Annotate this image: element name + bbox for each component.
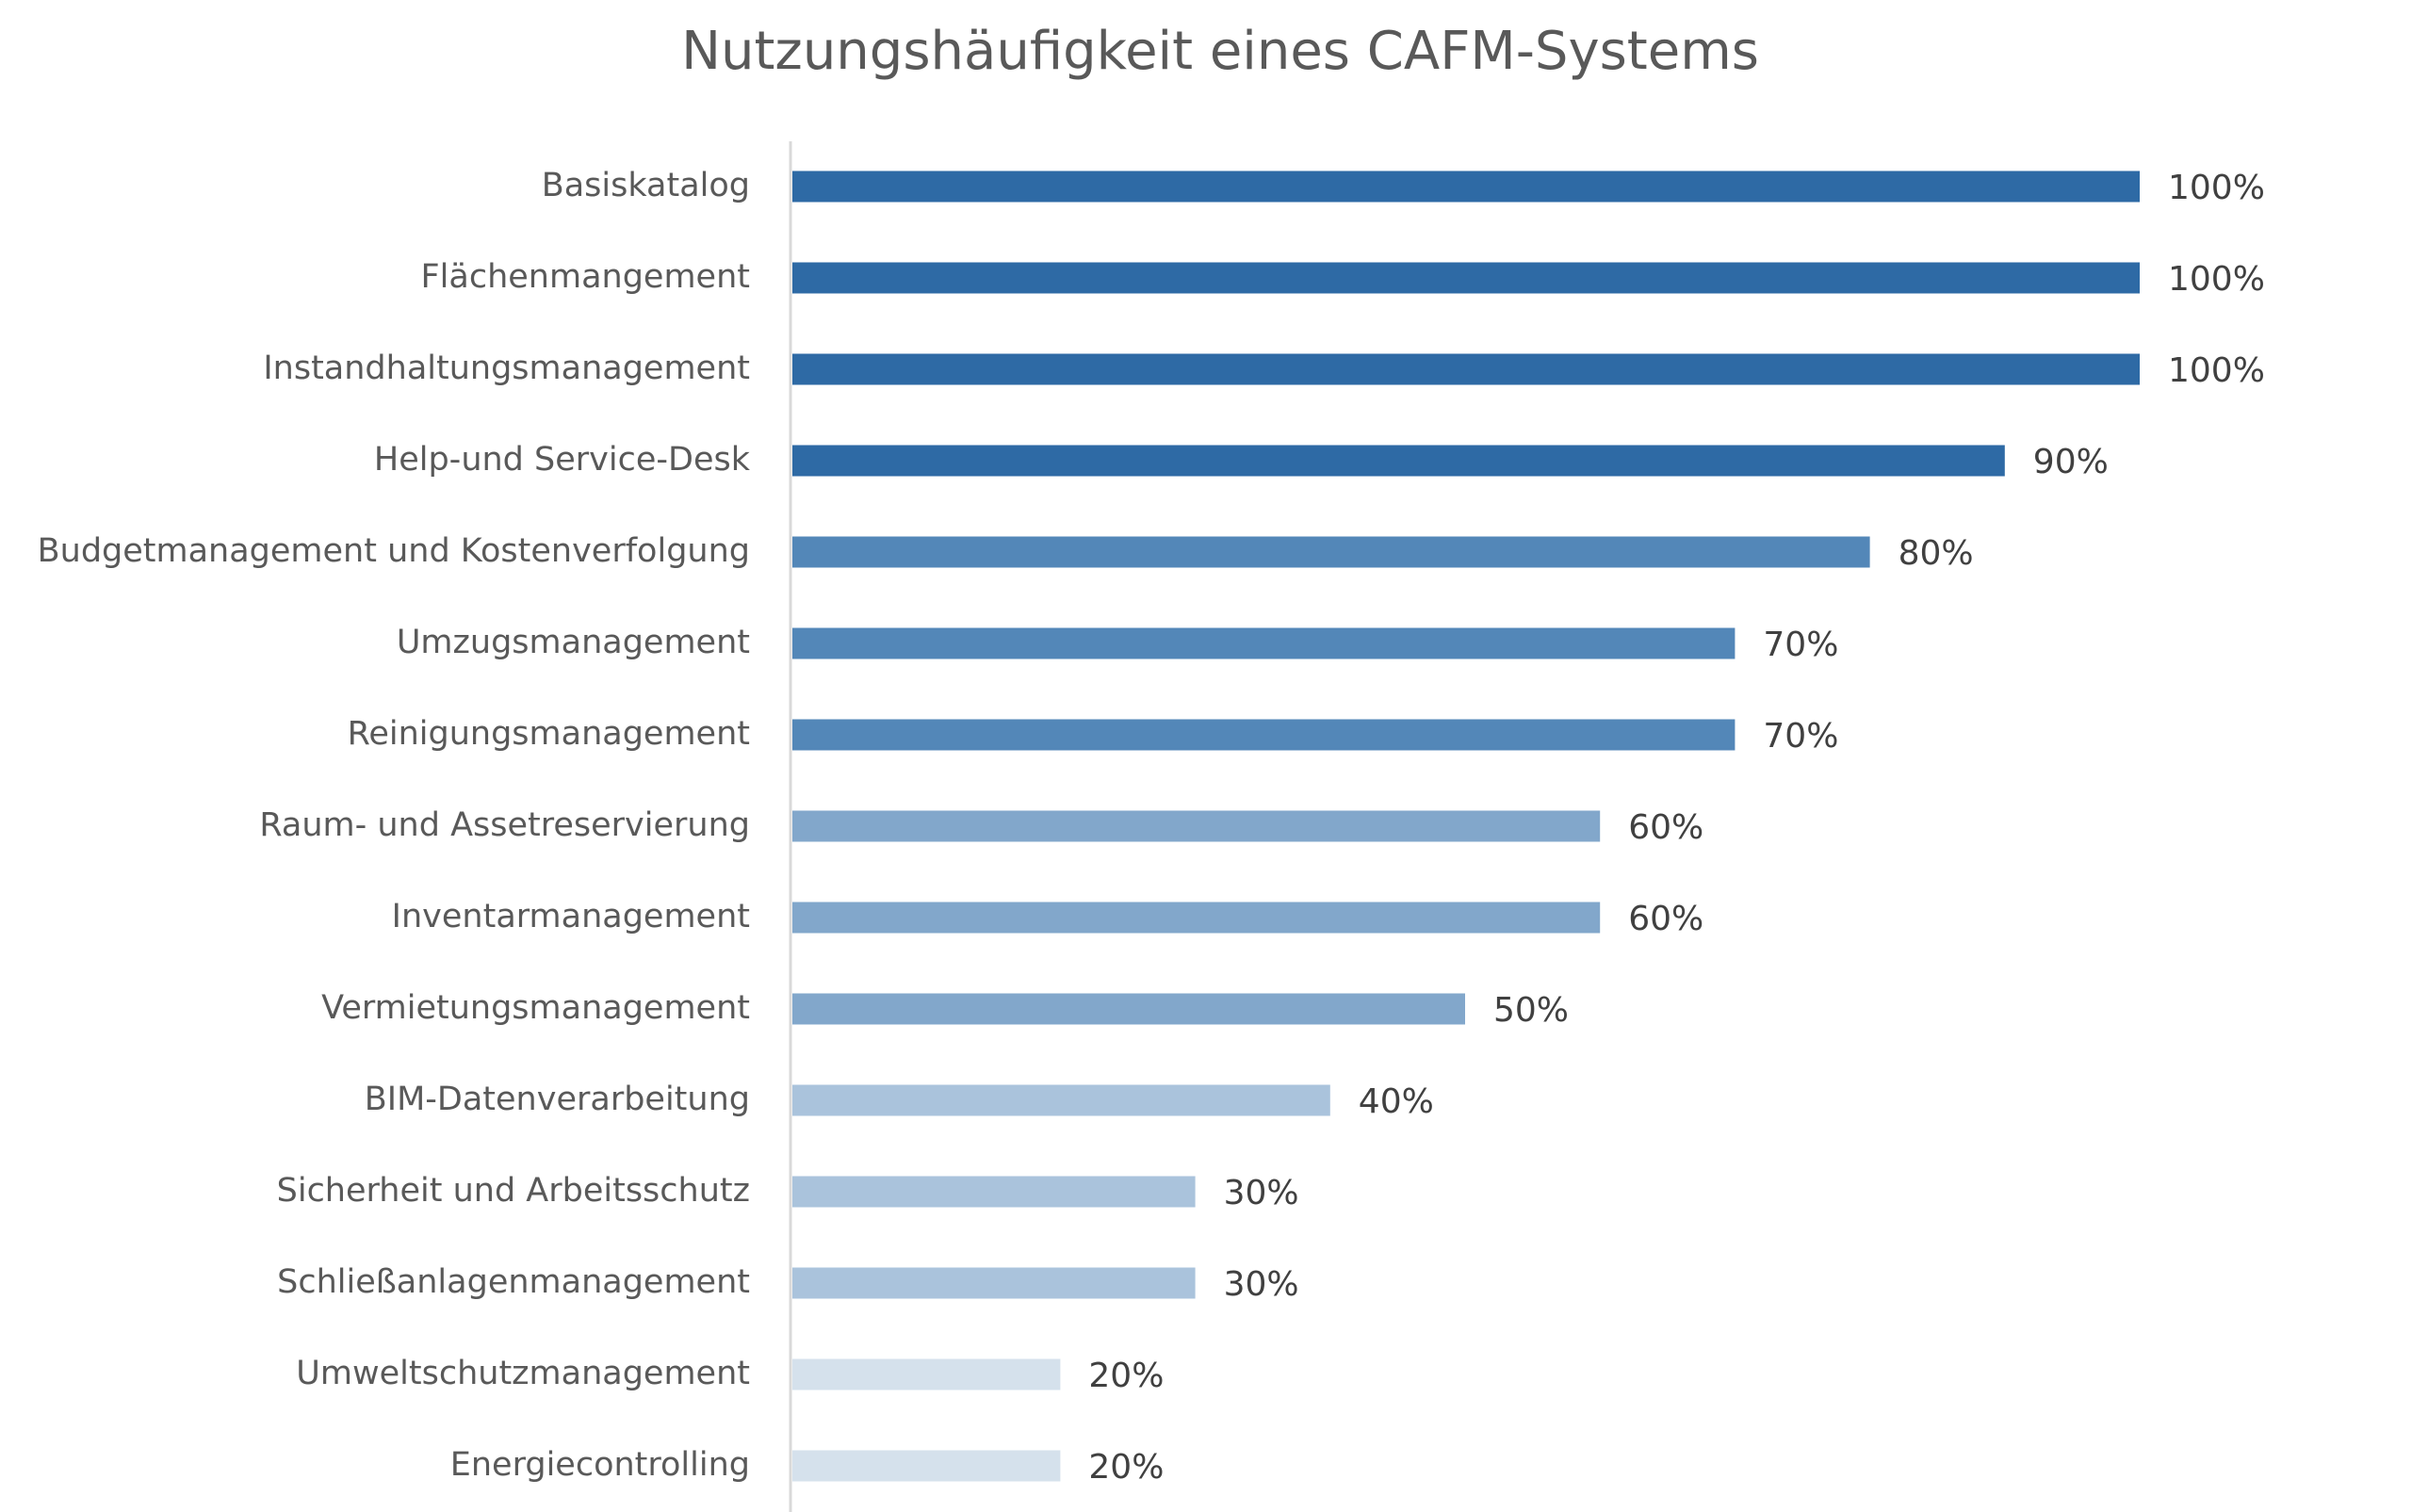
data-label: 60% xyxy=(1628,900,1703,938)
data-label: 60% xyxy=(1628,808,1703,847)
category-label: Budgetmanagement und Kostenverfolgung xyxy=(38,532,750,570)
data-label: 80% xyxy=(1899,534,1974,573)
data-label: 40% xyxy=(1359,1082,1434,1121)
data-label: 70% xyxy=(1763,626,1838,664)
chart-title: Nutzungshäufigkeit eines CAFM-Systems xyxy=(681,21,1759,82)
bar xyxy=(792,353,2140,385)
category-label: Umweltschutzmanagement xyxy=(296,1355,750,1392)
category-label: Schließanlagenmanagement xyxy=(277,1263,750,1301)
data-label: 100% xyxy=(2168,351,2265,390)
category-label: Energiecontrolling xyxy=(450,1446,750,1484)
category-label: BIM-Datenverarbeitung xyxy=(365,1081,750,1118)
category-label: Sicherheit und Arbeitsschutz xyxy=(277,1172,750,1210)
bar xyxy=(792,810,1601,842)
bar xyxy=(792,536,1870,568)
category-label: Reinigungsmanagement xyxy=(348,715,750,753)
bar xyxy=(792,1450,1061,1482)
bar xyxy=(792,993,1465,1025)
category-label: Raum- und Assetreservierung xyxy=(259,806,750,844)
bar xyxy=(792,627,1736,659)
category-label: Help-und Service-Desk xyxy=(374,441,751,479)
bar xyxy=(792,171,2140,203)
category-label: Basiskatalog xyxy=(542,167,750,204)
bar xyxy=(792,719,1736,751)
bar xyxy=(792,1358,1061,1390)
category-label: Umzugsmanagement xyxy=(397,624,750,661)
category-label: Inventarmanagement xyxy=(392,898,750,935)
data-label: 20% xyxy=(1088,1448,1164,1487)
data-label: 90% xyxy=(2033,443,2109,481)
bar xyxy=(792,1084,1330,1116)
bar xyxy=(792,445,2005,477)
data-label: 30% xyxy=(1224,1174,1299,1212)
bar xyxy=(792,1267,1196,1299)
bar xyxy=(792,902,1601,934)
category-label: Flächenmangement xyxy=(421,258,750,296)
bar xyxy=(792,1176,1196,1208)
data-label: 20% xyxy=(1088,1357,1164,1395)
data-label: 100% xyxy=(2168,169,2265,207)
data-label: 30% xyxy=(1224,1265,1299,1304)
data-label: 100% xyxy=(2168,260,2265,299)
bar xyxy=(792,262,2140,294)
category-label: Vermietungsmanagement xyxy=(321,989,750,1027)
data-label: 50% xyxy=(1493,991,1569,1030)
category-label: Instandhaltungsmanagement xyxy=(263,350,750,387)
data-label: 70% xyxy=(1763,717,1838,756)
